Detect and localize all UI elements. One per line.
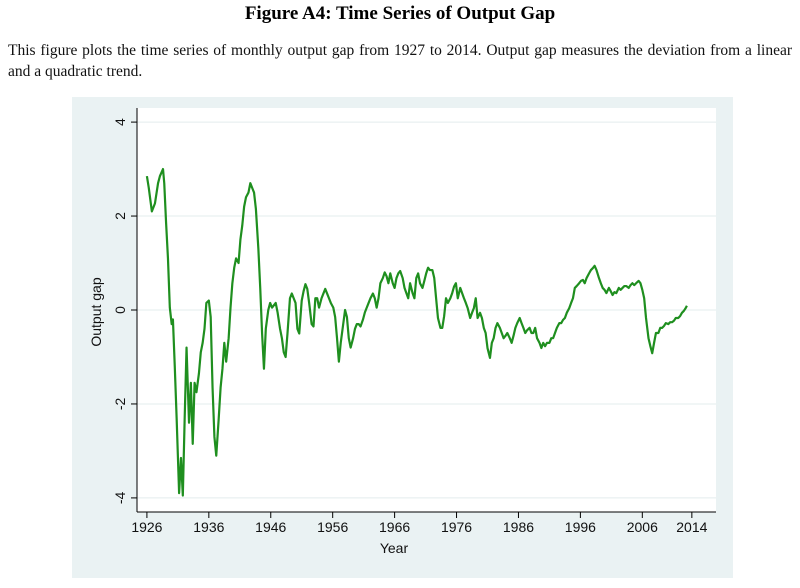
figure-title: Figure A4: Time Series of Output Gap	[244, 3, 556, 24]
y-axis-title: Output gap	[88, 277, 104, 346]
x-tick-label: 2014	[676, 519, 707, 535]
x-tick-label: 1936	[193, 519, 224, 535]
x-tick-label: 1996	[565, 519, 596, 535]
x-tick-label: 1946	[255, 519, 286, 535]
x-tick-label: 1986	[503, 519, 534, 535]
x-tick-label: 1976	[441, 519, 472, 535]
x-axis-title: Year	[380, 540, 409, 556]
y-tick-label: 0	[112, 306, 128, 314]
y-tick-label: -4	[112, 491, 128, 504]
y-tick-label: -2	[112, 398, 128, 411]
chart: Year Output gap -4 -2 0 2 4 1926 1936 1946 1956 1…	[72, 97, 733, 578]
x-tick-label: 1926	[131, 519, 162, 535]
x-tick-label: 1966	[379, 519, 410, 535]
y-tick-label: 2	[112, 212, 128, 220]
y-tick-label: 4	[112, 118, 128, 126]
figure-caption: This figure plots the time series of mon…	[8, 42, 792, 80]
series-line	[145, 167, 688, 497]
x-tick-label: 2006	[627, 519, 658, 535]
x-tick-label: 1956	[317, 519, 348, 535]
